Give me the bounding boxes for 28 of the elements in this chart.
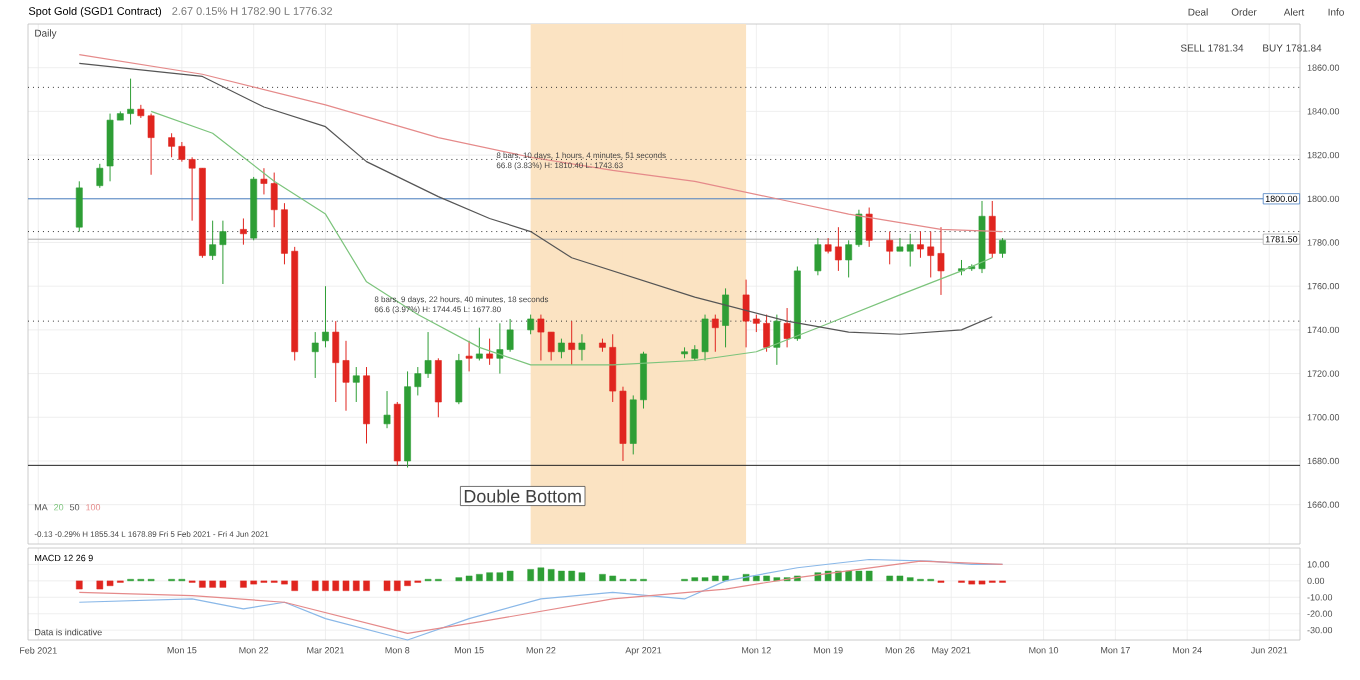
line-series	[78, 53, 1004, 233]
candlestick	[240, 217, 247, 246]
bar	[76, 580, 83, 590]
candlestick	[75, 180, 83, 233]
candlestick	[988, 200, 996, 259]
candlestick	[865, 207, 873, 248]
candlestick	[475, 327, 483, 361]
candlestick	[311, 331, 319, 379]
candlestick	[999, 237, 1006, 259]
candlestick	[96, 163, 104, 189]
candlestick	[527, 314, 535, 335]
candlestick	[352, 366, 360, 403]
annotation: Double Bottom	[464, 489, 581, 503]
candlestick	[383, 390, 391, 429]
candlestick	[455, 353, 463, 405]
candlestick	[773, 314, 781, 366]
candlestick	[886, 231, 894, 265]
candlestick	[711, 314, 719, 353]
candlestick	[722, 287, 729, 348]
candlestick	[322, 285, 329, 348]
candlestick	[465, 340, 473, 372]
candlestick	[558, 338, 565, 359]
candlestick	[814, 237, 822, 276]
candlestick	[578, 333, 586, 361]
candlestick	[783, 307, 791, 348]
candlestick	[568, 320, 576, 366]
candlestick	[486, 338, 493, 366]
candlestick	[434, 357, 442, 418]
